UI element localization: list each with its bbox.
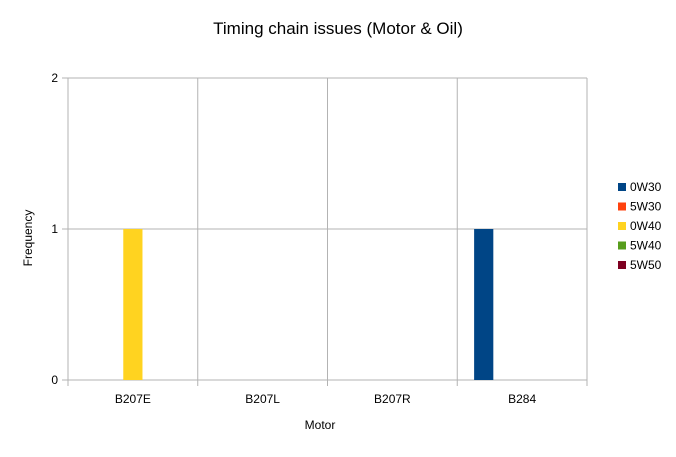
chart-title: Timing chain issues (Motor & Oil) [213,19,463,38]
legend-label: 0W30 [630,180,662,194]
x-tick-label: B207R [374,392,411,406]
legend: 0W30 5W30 0W40 5W40 5W50 [618,180,662,272]
y-tick-label: 0 [51,373,58,387]
gridlines [67,77,588,386]
bars [123,229,494,380]
x-tick-label: B284 [508,392,536,406]
y-tick-label: 2 [51,71,58,85]
legend-swatch [618,183,626,191]
x-axis-label: Motor [305,418,336,432]
legend-label: 5W50 [630,258,662,272]
legend-swatch [618,202,626,211]
bar-0w40-b207e [123,229,143,380]
legend-label: 5W40 [630,239,662,253]
legend-swatch [618,261,626,269]
x-tick-label: B207L [245,392,280,406]
x-tick-label: B207E [115,392,151,406]
legend-label: 0W40 [630,219,662,233]
bar-0w30-b284 [474,229,494,380]
legend-swatch [618,222,626,230]
y-tick-label: 1 [51,222,58,236]
y-axis-label: Frequency [21,210,35,267]
axes: 0 1 2 B207E B207L B207R B284 [51,71,536,406]
legend-swatch [618,241,626,250]
legend-label: 5W30 [630,200,662,214]
